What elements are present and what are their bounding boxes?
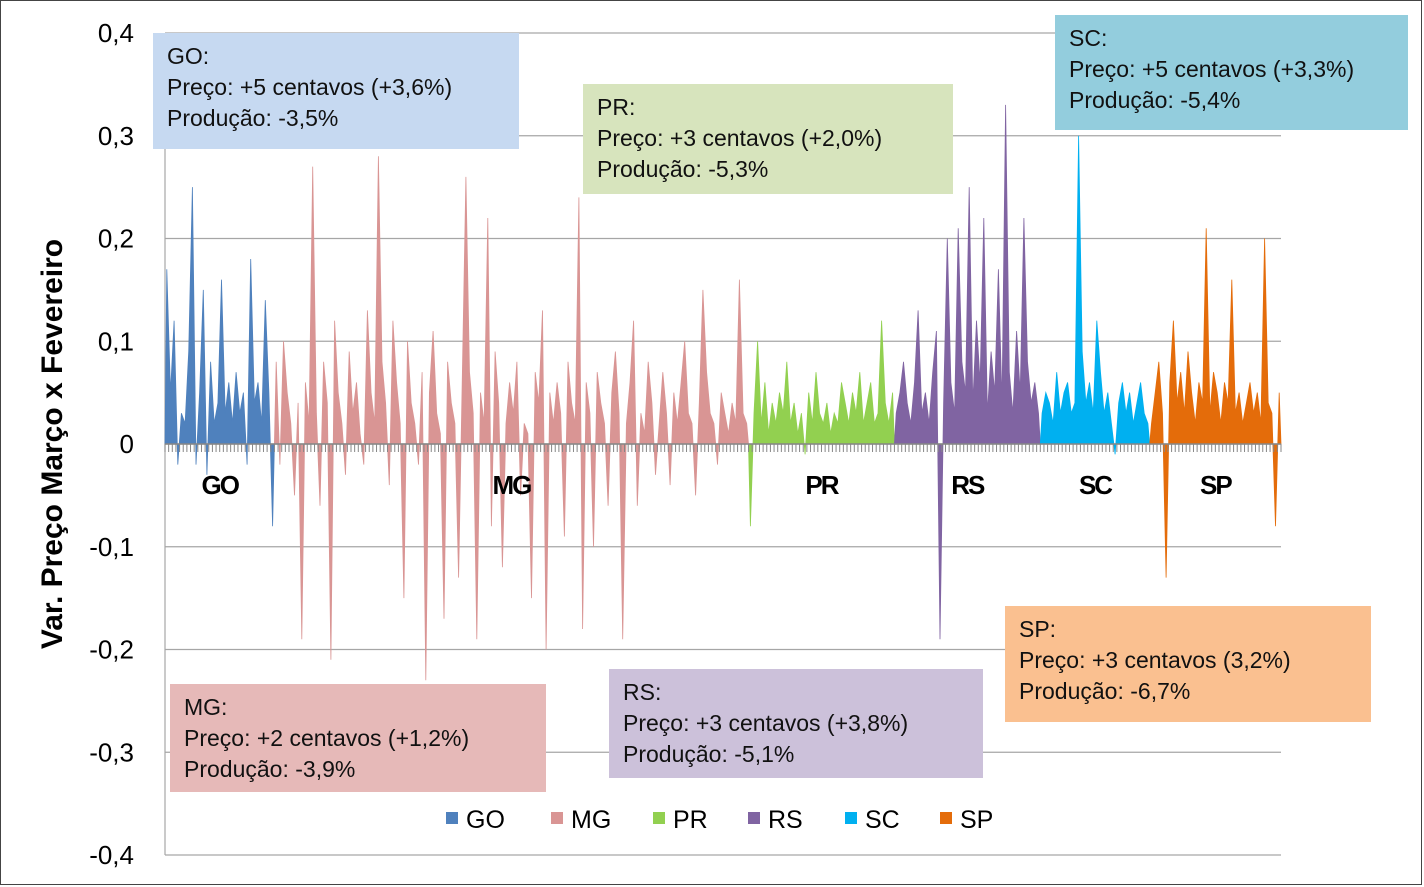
annotation-production: Produção: -5,1%	[623, 741, 795, 767]
y-tick-label: 0,4	[98, 18, 134, 48]
y-tick-label: -0,4	[89, 840, 134, 870]
series-area-sc	[1039, 135, 1151, 455]
series-area-rs	[893, 104, 1041, 640]
legend-swatch-pr	[653, 812, 665, 824]
category-label-pr: PR	[805, 470, 839, 500]
annotation-price: Preço: +5 centavos (+3,3%)	[1069, 56, 1355, 82]
annotation-sp: SP: Preço: +3 centavos (3,2%) Produção: …	[1005, 606, 1371, 722]
annotation-production: Produção: -5,3%	[597, 156, 769, 182]
category-label-sp: SP	[1200, 470, 1232, 500]
category-labels: GO MG PR RS SC SP	[201, 470, 1234, 500]
annotation-title: PR:	[597, 94, 636, 120]
legend-label-sp: SP	[960, 806, 993, 834]
y-tick-label: 0,2	[98, 224, 134, 254]
annotation-title: SC:	[1069, 25, 1108, 51]
annotation-title: GO:	[167, 43, 210, 69]
legend: GO MG PR RS SC SP	[446, 806, 993, 834]
legend-swatch-sp	[940, 812, 952, 824]
legend-swatch-go	[446, 812, 458, 824]
annotation-price: Preço: +3 centavos (+3,8%)	[623, 710, 909, 736]
annotation-title: MG:	[184, 694, 228, 720]
legend-label-mg: MG	[571, 806, 611, 834]
annotation-price: Preço: +5 centavos (+3,6%)	[167, 74, 453, 100]
y-tick-label: -0,1	[89, 532, 134, 562]
legend-swatch-rs	[748, 812, 760, 824]
y-tick-label: -0,2	[89, 635, 134, 665]
annotation-mg: MG: Preço: +2 centavos (+1,2%) Produção:…	[170, 684, 546, 792]
legend-label-rs: RS	[768, 806, 803, 834]
x-axis	[164, 443, 1282, 452]
y-tick-label: 0,1	[98, 326, 134, 356]
y-tick-label: 0,3	[98, 121, 134, 151]
legend-label-sc: SC	[865, 806, 900, 834]
category-label-sc: SC	[1079, 470, 1113, 500]
legend-swatch-mg	[551, 812, 563, 824]
annotation-production: Produção: -3,5%	[167, 105, 339, 131]
y-tick-labels: 0,4 0,3 0,2 0,1 0 -0,1 -0,2 -0,3 -0,4	[89, 18, 134, 870]
y-tick-label: -0,3	[89, 737, 134, 767]
series-areas	[164, 104, 1282, 681]
annotation-rs: RS: Preço: +3 centavos (+3,8%) Produção:…	[609, 669, 983, 778]
legend-label-go: GO	[466, 806, 505, 834]
annotation-production: Produção: -3,9%	[184, 756, 356, 782]
annotation-production: Produção: -5,4%	[1069, 87, 1241, 113]
series-area-go	[164, 187, 275, 527]
series-area-mg	[273, 156, 749, 681]
annotation-go: GO: Preço: +5 centavos (+3,6%) Produção:…	[153, 33, 519, 149]
annotation-price: Preço: +3 centavos (3,2%)	[1019, 647, 1291, 673]
annotation-pr: PR: Preço: +3 centavos (+2,0%) Produção:…	[583, 84, 953, 194]
annotation-title: SP:	[1019, 616, 1057, 642]
legend-swatch-sc	[845, 812, 857, 824]
annotation-title: RS:	[623, 679, 662, 705]
category-label-go: GO	[201, 470, 239, 500]
category-label-mg: MG	[493, 470, 532, 500]
annotation-production: Produção: -6,7%	[1019, 678, 1191, 704]
annotation-price: Preço: +2 centavos (+1,2%)	[184, 725, 470, 751]
category-label-rs: RS	[951, 470, 985, 500]
y-axis-label: Var. Preço Março x Fevereiro	[36, 239, 69, 649]
y-tick-label: 0	[120, 429, 134, 459]
series-area-sp	[1149, 228, 1282, 578]
series-area-pr	[748, 320, 895, 527]
legend-label-pr: PR	[673, 806, 708, 834]
annotation-price: Preço: +3 centavos (+2,0%)	[597, 125, 883, 151]
annotation-sc: SC: Preço: +5 centavos (+3,3%) Produção:…	[1055, 15, 1408, 130]
